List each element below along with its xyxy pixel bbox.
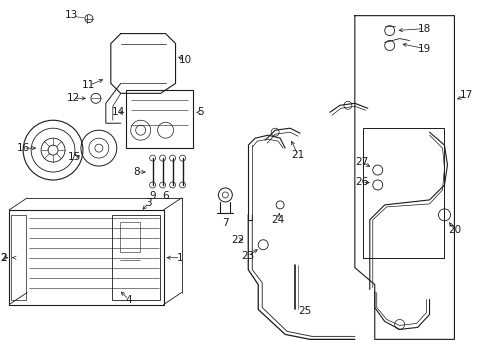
Text: 21: 21 <box>291 150 304 160</box>
Text: 6: 6 <box>162 191 168 201</box>
Text: 14: 14 <box>112 107 125 117</box>
Text: 15: 15 <box>67 152 81 162</box>
Text: 27: 27 <box>354 157 367 167</box>
Text: 5: 5 <box>197 107 203 117</box>
Text: 2: 2 <box>0 253 6 263</box>
Text: 1: 1 <box>177 253 183 263</box>
Bar <box>9 210 163 305</box>
Text: 7: 7 <box>222 218 228 228</box>
Text: 18: 18 <box>417 24 430 33</box>
Text: 22: 22 <box>231 235 244 245</box>
Text: 17: 17 <box>459 90 472 100</box>
Text: 9: 9 <box>149 191 156 201</box>
Text: 4: 4 <box>125 294 132 305</box>
Text: 16: 16 <box>17 143 30 153</box>
Text: 23: 23 <box>241 251 254 261</box>
Text: 3: 3 <box>145 198 152 208</box>
Bar <box>120 222 140 252</box>
Bar <box>11 215 26 300</box>
Text: 8: 8 <box>133 167 140 177</box>
Text: 24: 24 <box>271 215 284 225</box>
Text: 12: 12 <box>66 93 80 103</box>
Text: 25: 25 <box>298 306 311 316</box>
Text: 19: 19 <box>417 44 430 54</box>
Text: 26: 26 <box>354 177 367 187</box>
Text: 10: 10 <box>179 55 192 66</box>
Bar <box>112 215 159 300</box>
Text: 13: 13 <box>64 10 78 20</box>
Text: 20: 20 <box>447 225 460 235</box>
Bar <box>362 128 444 258</box>
Bar <box>125 90 193 148</box>
Text: 11: 11 <box>82 80 95 90</box>
Text: 2: 2 <box>0 253 6 263</box>
